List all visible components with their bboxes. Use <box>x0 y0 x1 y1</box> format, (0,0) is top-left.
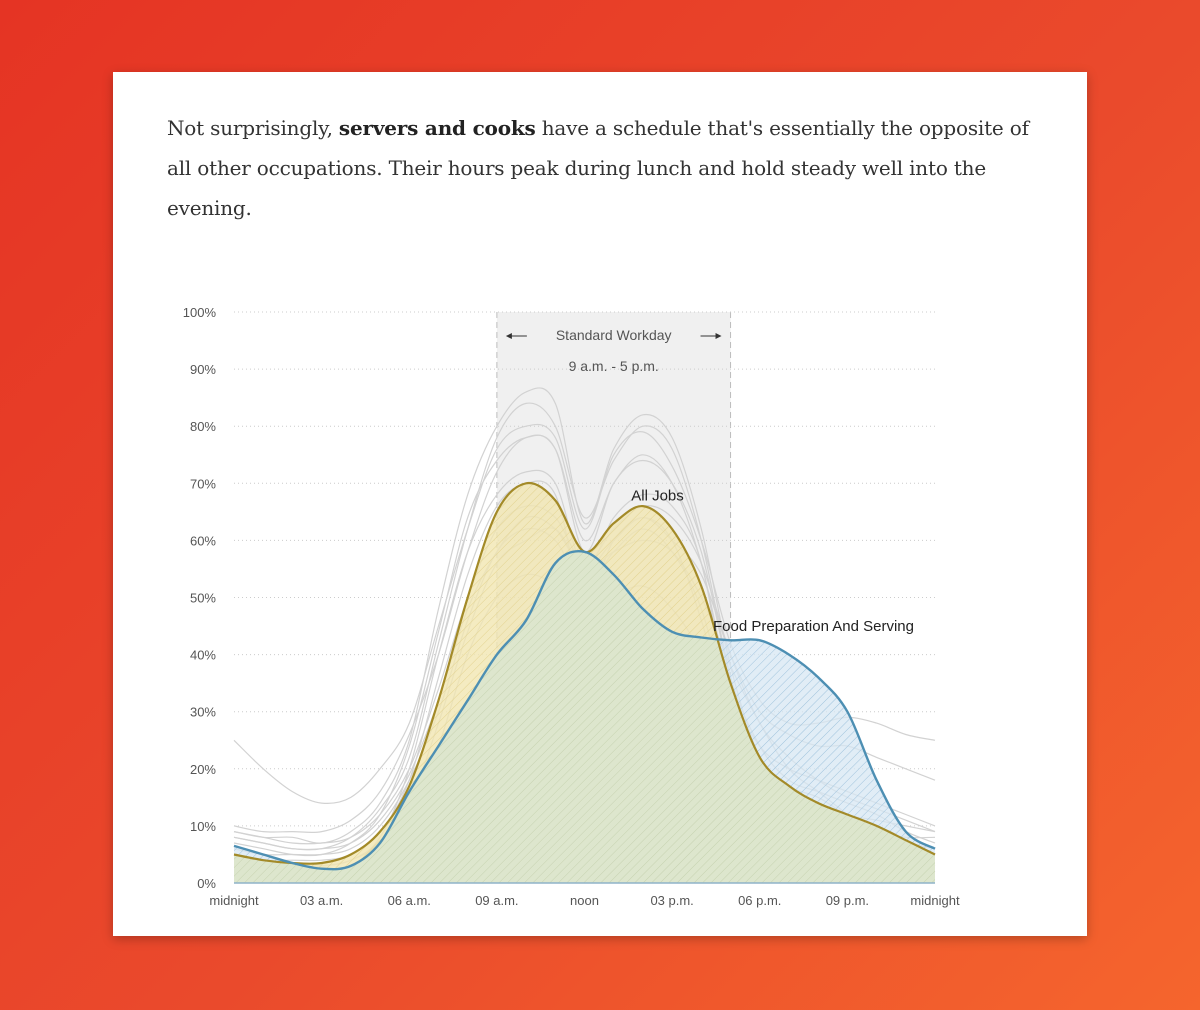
x-tick-label: 03 p.m. <box>650 893 693 908</box>
x-axis-labels: midnight 03 a.m. 06 a.m. 09 a.m. noon 03 p.m.… <box>209 893 960 908</box>
y-tick-label: 60% <box>190 533 216 548</box>
y-tick-label: 100% <box>183 305 217 320</box>
all-jobs-series-label: All Jobs <box>631 488 684 505</box>
food-preparation-line <box>233 549 936 871</box>
x-tick-label: 03 a.m. <box>300 893 343 908</box>
x-tick-label: midnight <box>910 893 960 908</box>
y-tick-label: 50% <box>190 591 216 606</box>
overlap-area <box>234 551 935 883</box>
x-tick-label: midnight <box>209 893 259 908</box>
intro-text-start: Not surprisingly, <box>167 116 339 140</box>
x-tick-label: 06 a.m. <box>388 893 431 908</box>
y-tick-label: 20% <box>190 762 216 777</box>
y-axis-labels: 0% 10% 20% 30% 40% 50% 60% 70% 80% 90% 100% <box>183 305 217 891</box>
y-tick-label: 0% <box>197 876 216 891</box>
band-label: Standard Workday <box>556 327 672 343</box>
band-arrowhead-right <box>715 333 722 339</box>
y-tick-label: 90% <box>190 362 216 377</box>
x-tick-label: 09 p.m. <box>826 893 869 908</box>
x-tick-label: noon <box>570 893 599 908</box>
intro-text-end: have a schedule that's essentially the o… <box>167 116 1029 220</box>
work-hours-chart: 0% 10% 20% 30% 40% 50% 60% 70% 80% 90% 100% midnig… <box>183 305 960 908</box>
food-preparation-series-label: Food Preparation And Serving <box>713 618 914 635</box>
y-tick-label: 80% <box>190 419 216 434</box>
y-tick-label: 10% <box>190 819 216 834</box>
article-card: Not surprisingly, servers and cooks have… <box>113 72 1087 936</box>
x-tick-label: 06 p.m. <box>738 893 781 908</box>
y-tick-label: 70% <box>190 476 216 491</box>
y-tick-label: 30% <box>190 705 216 720</box>
x-tick-label: 09 a.m. <box>475 893 518 908</box>
band-sublabel: 9 a.m. - 5 p.m. <box>569 358 659 374</box>
band-arrowhead-left <box>505 333 512 339</box>
y-tick-label: 40% <box>190 648 216 663</box>
intro-paragraph: Not surprisingly, servers and cooks have… <box>167 108 1047 228</box>
intro-emphasis: servers and cooks <box>338 116 536 140</box>
